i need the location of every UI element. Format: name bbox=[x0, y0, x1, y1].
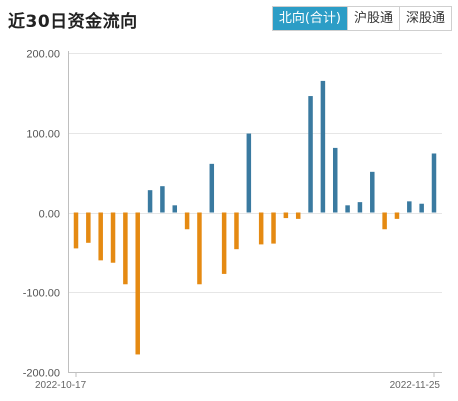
market-tabs: 北向(合计) 沪股通 深股通 bbox=[271, 6, 452, 31]
tab-shanghai-connect[interactable]: 沪股通 bbox=[346, 7, 399, 30]
bar bbox=[73, 212, 79, 249]
bar bbox=[98, 212, 103, 261]
y-tick-label: -100.00 bbox=[23, 288, 60, 300]
bar bbox=[308, 96, 313, 213]
bar bbox=[332, 147, 338, 213]
chart-title: 近30日资金流向 bbox=[8, 12, 138, 32]
bar bbox=[234, 212, 239, 250]
bar bbox=[382, 212, 387, 230]
bar bbox=[147, 190, 153, 213]
bar bbox=[283, 212, 289, 219]
bars bbox=[73, 80, 437, 355]
bar bbox=[110, 212, 116, 263]
y-tick-label: -200.00 bbox=[23, 368, 60, 380]
x-end-label: 2022-11-25 bbox=[390, 380, 441, 391]
bar bbox=[295, 212, 301, 219]
bar bbox=[86, 212, 91, 243]
bar bbox=[209, 163, 215, 213]
bar bbox=[197, 212, 202, 285]
y-tick-label: 0.00 bbox=[39, 209, 60, 221]
bar bbox=[320, 80, 326, 213]
bar bbox=[357, 202, 363, 213]
bar bbox=[258, 212, 264, 245]
y-axis: 200.00 100.00 0.00 -100.00 -200.00 bbox=[23, 49, 69, 380]
bar bbox=[246, 133, 252, 213]
bar bbox=[172, 205, 178, 213]
bar bbox=[135, 212, 140, 355]
bar bbox=[184, 212, 190, 230]
tab-shenzhen-connect[interactable]: 深股通 bbox=[398, 7, 451, 30]
tab-northbound-total[interactable]: 北向(合计) bbox=[272, 7, 347, 30]
y-tick-label: 100.00 bbox=[26, 129, 60, 141]
bar bbox=[407, 201, 412, 213]
bar bbox=[160, 186, 165, 213]
bar bbox=[221, 212, 227, 274]
bar bbox=[123, 212, 128, 285]
x-axis: 2022-10-17 2022-11-25 bbox=[35, 372, 442, 391]
x-start-label: 2022-10-17 bbox=[35, 380, 87, 391]
bar bbox=[394, 212, 400, 219]
y-tick-label: 200.00 bbox=[26, 49, 60, 61]
bar bbox=[271, 212, 276, 244]
bar bbox=[345, 205, 350, 213]
bar bbox=[431, 153, 437, 213]
bar bbox=[370, 171, 375, 213]
bar bbox=[419, 203, 424, 213]
